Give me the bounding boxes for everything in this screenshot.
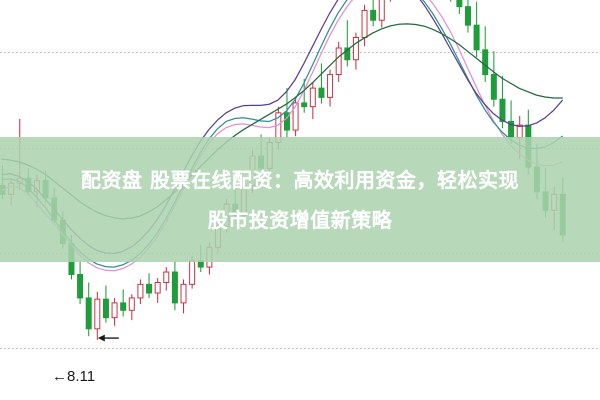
- annotation-8-11: ←8.11: [52, 368, 95, 385]
- annotation-arrow-icon: ←: [52, 368, 67, 385]
- annotation-value: 8.11: [67, 368, 96, 385]
- chart-annotation-arrow: [97, 334, 119, 342]
